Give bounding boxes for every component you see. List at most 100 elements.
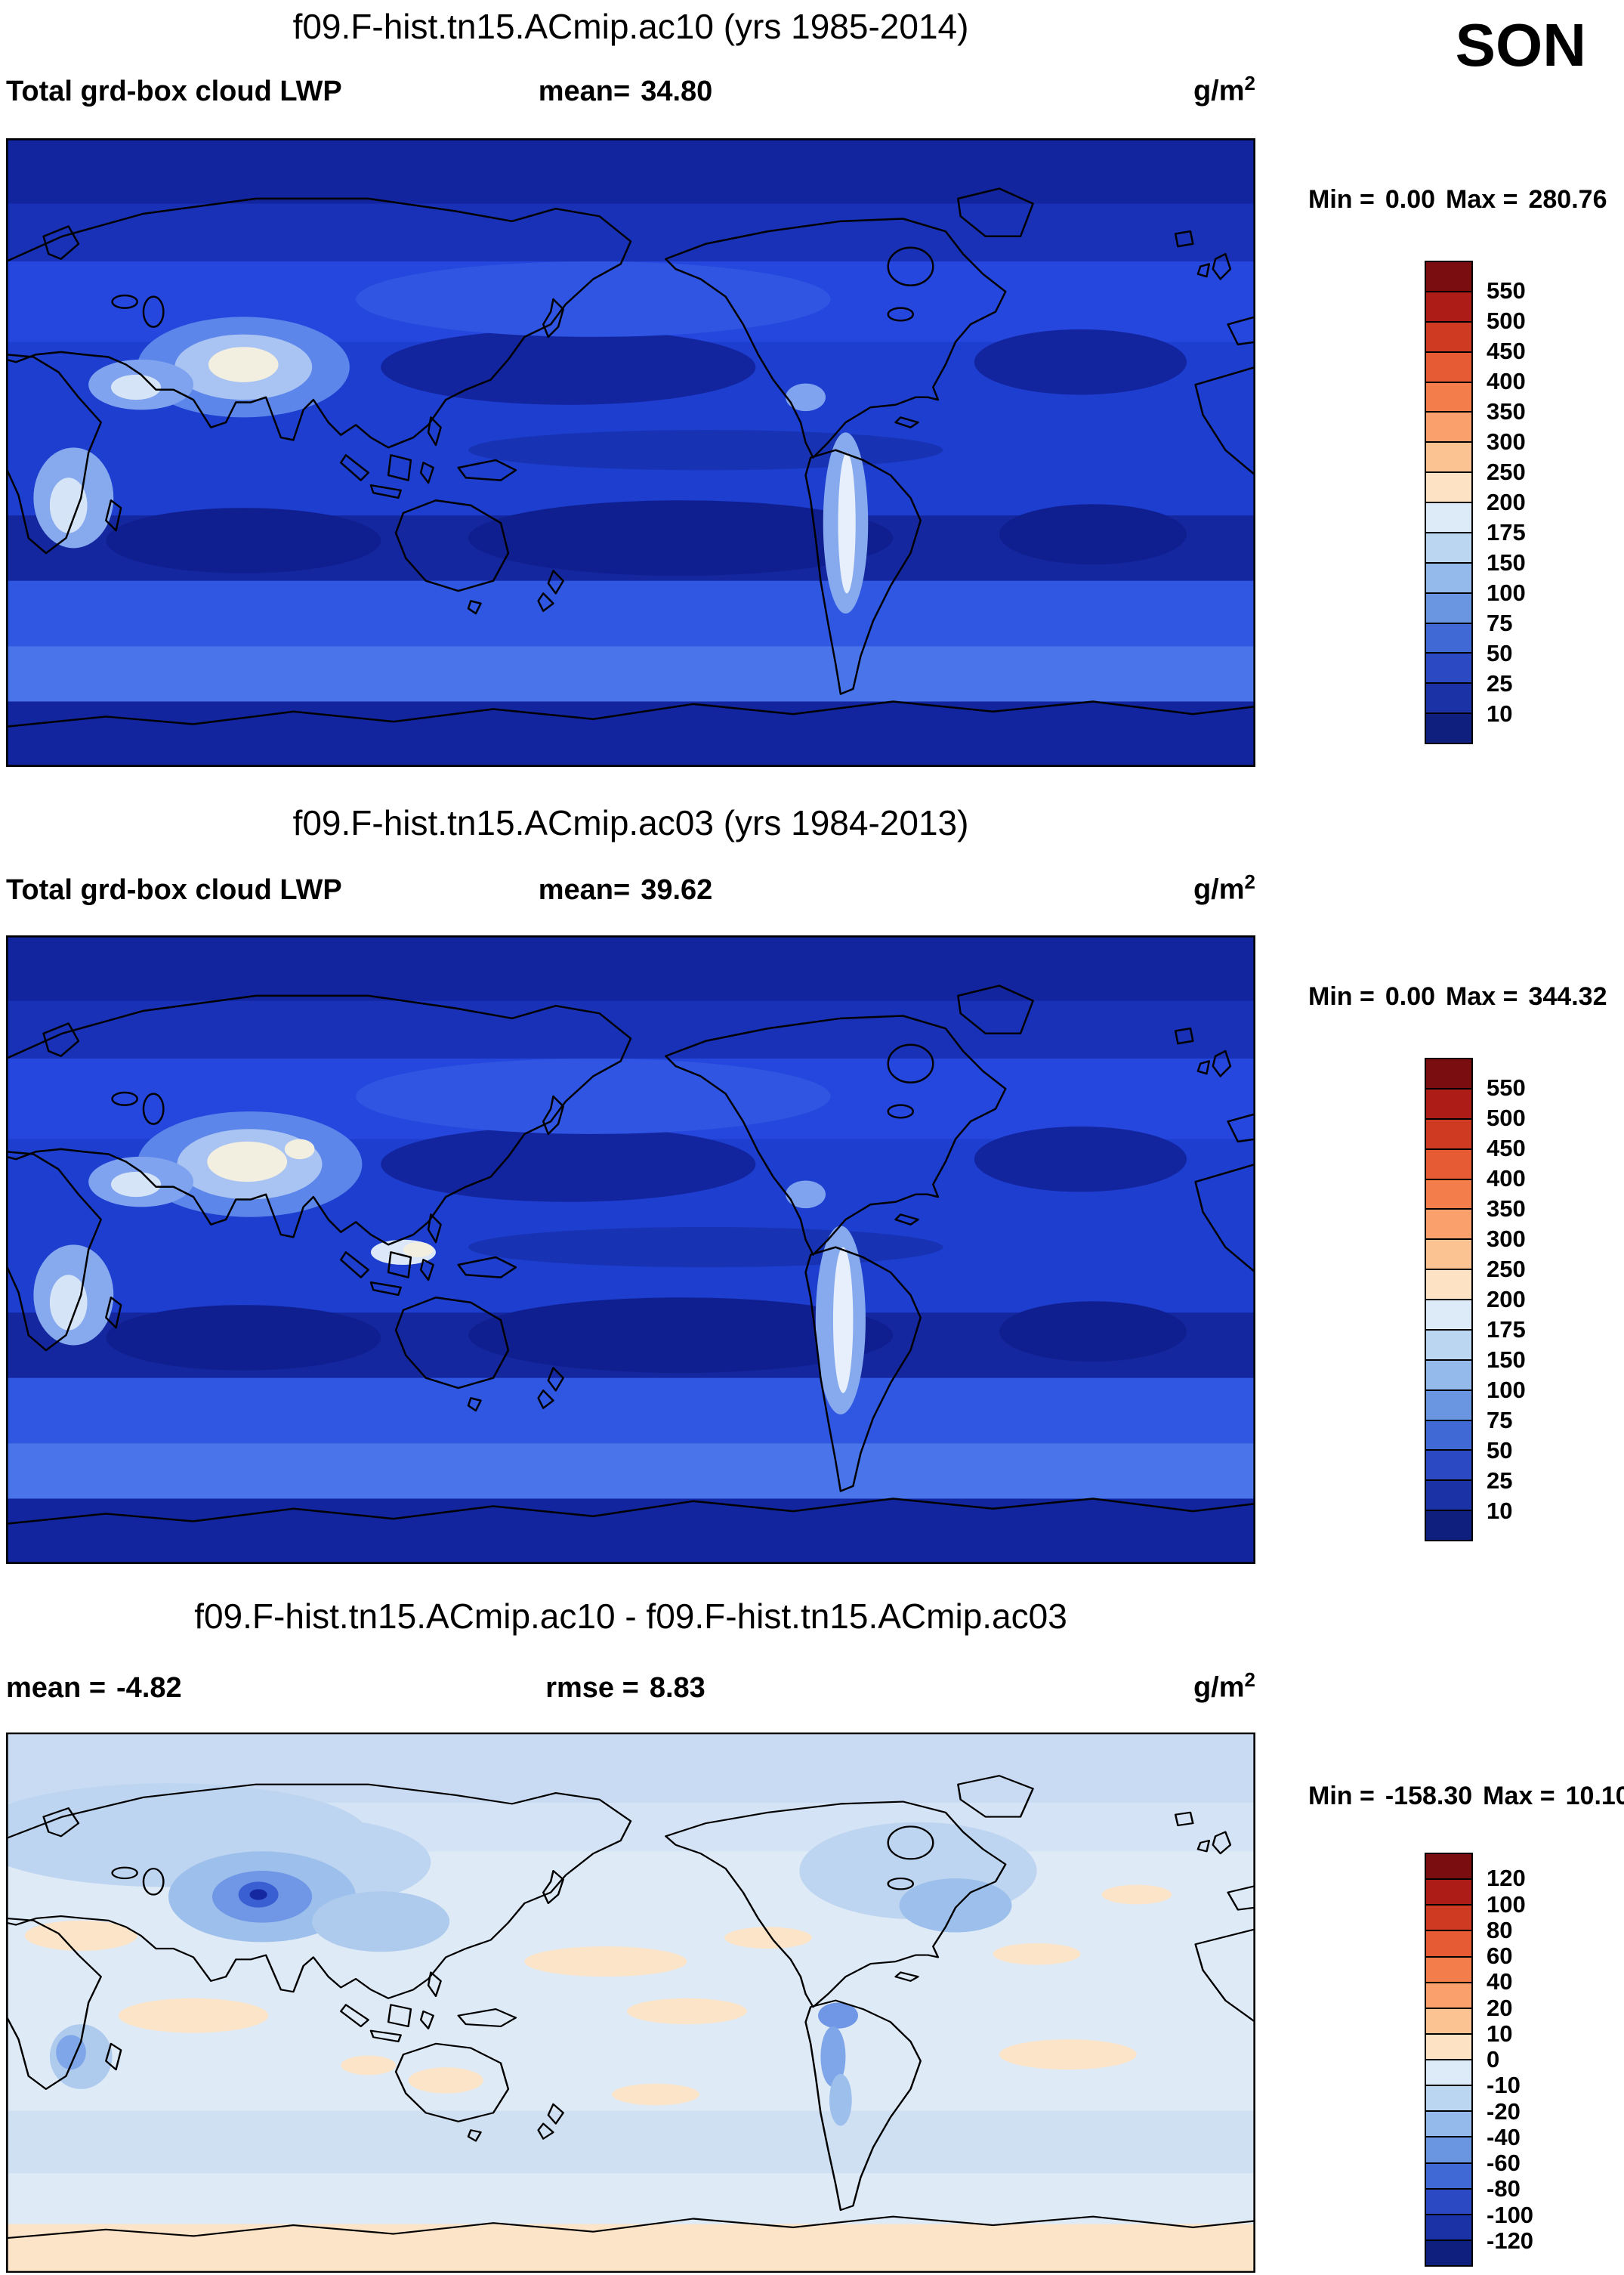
colorbar-segment <box>1426 2163 1471 2190</box>
colorbar-segment <box>1426 1906 1471 1932</box>
colorbar-segment <box>1426 1957 1471 1983</box>
panel1-mean: mean= 34.80 <box>538 75 713 107</box>
colorbar-segment <box>1426 2215 1471 2241</box>
panel2-title: f09.F-hist.tn15.ACmip.ac03 (yrs 1984-201… <box>292 803 969 842</box>
colorbar-tick-label: 100 <box>1487 1377 1526 1403</box>
colorbar-tick-label: 350 <box>1487 1195 1526 1222</box>
colorbar-segment <box>1426 322 1471 353</box>
panel1-variable-label: Total grd-box cloud LWP <box>6 75 342 107</box>
panel2-colorbar <box>1425 1058 1473 1541</box>
colorbar-segment <box>1426 684 1471 715</box>
colorbar-segment <box>1426 593 1471 624</box>
colorbar-segment <box>1426 1390 1471 1421</box>
colorbar-tick-label: 10 <box>1487 2020 1513 2047</box>
colorbar-tick-label: -10 <box>1487 2072 1521 2099</box>
colorbar-segment <box>1426 2137 1471 2164</box>
panel3-map-frame <box>6 1733 1255 2273</box>
colorbar-segment <box>1426 1330 1471 1361</box>
panel2-map-svg <box>6 935 1255 1564</box>
season-label: SON <box>1455 11 1586 79</box>
panel2-units: g/m2 <box>1193 870 1255 906</box>
panel3-mean: mean = -4.82 <box>6 1671 182 1704</box>
colorbar-segment <box>1426 1983 1471 2009</box>
colorbar-segment <box>1426 2008 1471 2035</box>
colorbar-segment <box>1426 262 1471 292</box>
colorbar-tick-label: 450 <box>1487 1135 1526 1161</box>
colorbar-tick-label: 400 <box>1487 368 1526 394</box>
colorbar-segment <box>1426 714 1471 743</box>
colorbar-tick-label: 20 <box>1487 1994 1513 2021</box>
colorbar-segment <box>1426 1854 1471 1881</box>
colorbar-tick-label: 100 <box>1487 580 1526 606</box>
colorbar-tick-label: 150 <box>1487 549 1526 576</box>
colorbar-segment <box>1426 1931 1471 1958</box>
colorbar-segment <box>1426 2240 1471 2265</box>
panel2-map-frame <box>6 935 1255 1564</box>
colorbar-tick-label: 400 <box>1487 1165 1526 1192</box>
panel2-map-canvas <box>6 935 1255 1564</box>
colorbar-segment <box>1426 382 1471 413</box>
colorbar-tick-label: 500 <box>1487 308 1526 334</box>
colorbar-segment <box>1426 563 1471 594</box>
panel3-colorbar <box>1425 1853 1473 2267</box>
colorbar-tick-label: 75 <box>1487 610 1513 636</box>
colorbar-segment <box>1426 1880 1471 1906</box>
colorbar-tick-label: -60 <box>1487 2150 1521 2176</box>
colorbar-tick-label: 300 <box>1487 428 1526 455</box>
panel3-rmse: rmse = 8.83 <box>545 1671 705 1704</box>
colorbar-segment <box>1426 2189 1471 2215</box>
colorbar-segment <box>1426 1089 1471 1120</box>
colorbar-segment <box>1426 2060 1471 2087</box>
colorbar-segment <box>1426 2086 1471 2113</box>
colorbar-segment <box>1426 503 1471 533</box>
panel1-subtitle-row: Total grd-box cloud LWP mean= 34.80 g/m2 <box>6 72 1255 108</box>
panel3-map-canvas <box>6 1733 1255 2273</box>
panel1-filled-contours <box>6 138 1255 767</box>
panel2-variable-label: Total grd-box cloud LWP <box>6 873 342 906</box>
colorbar-tick-label: 10 <box>1487 700 1513 727</box>
colorbar-segment <box>1426 654 1471 685</box>
colorbar-tick-label: 175 <box>1487 519 1526 546</box>
colorbar-tick-label: 350 <box>1487 398 1526 425</box>
colorbar-segment <box>1426 292 1471 323</box>
colorbar-tick-label: 50 <box>1487 1437 1513 1464</box>
colorbar-tick-label: 60 <box>1487 1943 1513 1969</box>
colorbar-segment <box>1426 2034 1471 2060</box>
colorbar-segment <box>1426 1360 1471 1391</box>
colorbar-segment <box>1426 1059 1471 1090</box>
colorbar-segment <box>1426 1210 1471 1241</box>
panel3-units: g/m2 <box>1193 1668 1255 1704</box>
colorbar-tick-label: 200 <box>1487 489 1526 515</box>
colorbar-tick-label: -20 <box>1487 2097 1521 2125</box>
colorbar-segment <box>1426 1119 1471 1150</box>
colorbar-segment <box>1426 1451 1471 1482</box>
panel2-minmax: Min = 0.00 Max = 344.32 <box>1308 982 1607 1011</box>
panel1-units: g/m2 <box>1193 72 1255 107</box>
colorbar-tick-label: 0 <box>1487 2046 1500 2073</box>
colorbar-segment <box>1426 2112 1471 2138</box>
colorbar-tick-label: 450 <box>1487 338 1526 364</box>
colorbar-segment <box>1426 623 1471 654</box>
colorbar-tick-label: 550 <box>1487 1074 1526 1101</box>
colorbar-tick-label: 120 <box>1487 1865 1526 1892</box>
colorbar-tick-label: -40 <box>1487 2123 1521 2150</box>
colorbar-segment <box>1426 1270 1471 1300</box>
panel1-colorbar-wrap: 550 500 450 400 350 300 250 200 175 150 100 75 50 25 1… <box>1425 261 1526 744</box>
colorbar-tick-label: 75 <box>1487 1407 1513 1433</box>
colorbar-segment <box>1426 473 1471 503</box>
panel1-title: f09.F-hist.tn15.ACmip.ac10 (yrs 1985-201… <box>292 7 969 46</box>
panel1-colorbar <box>1425 261 1473 744</box>
colorbar-segment <box>1426 1149 1471 1180</box>
colorbar-tick-label: -100 <box>1487 2201 1534 2228</box>
colorbar-tick-label: 200 <box>1487 1286 1526 1312</box>
colorbar-segment <box>1426 413 1471 444</box>
colorbar-tick-label: 50 <box>1487 640 1513 666</box>
colorbar-tick-label: 25 <box>1487 1467 1513 1494</box>
colorbar-tick-label: 500 <box>1487 1105 1526 1131</box>
colorbar-segment <box>1426 1179 1471 1210</box>
panel1-map-frame <box>6 138 1255 767</box>
colorbar-segment <box>1426 1300 1471 1331</box>
colorbar-tick-label: 250 <box>1487 1256 1526 1282</box>
colorbar-segment <box>1426 1240 1471 1271</box>
